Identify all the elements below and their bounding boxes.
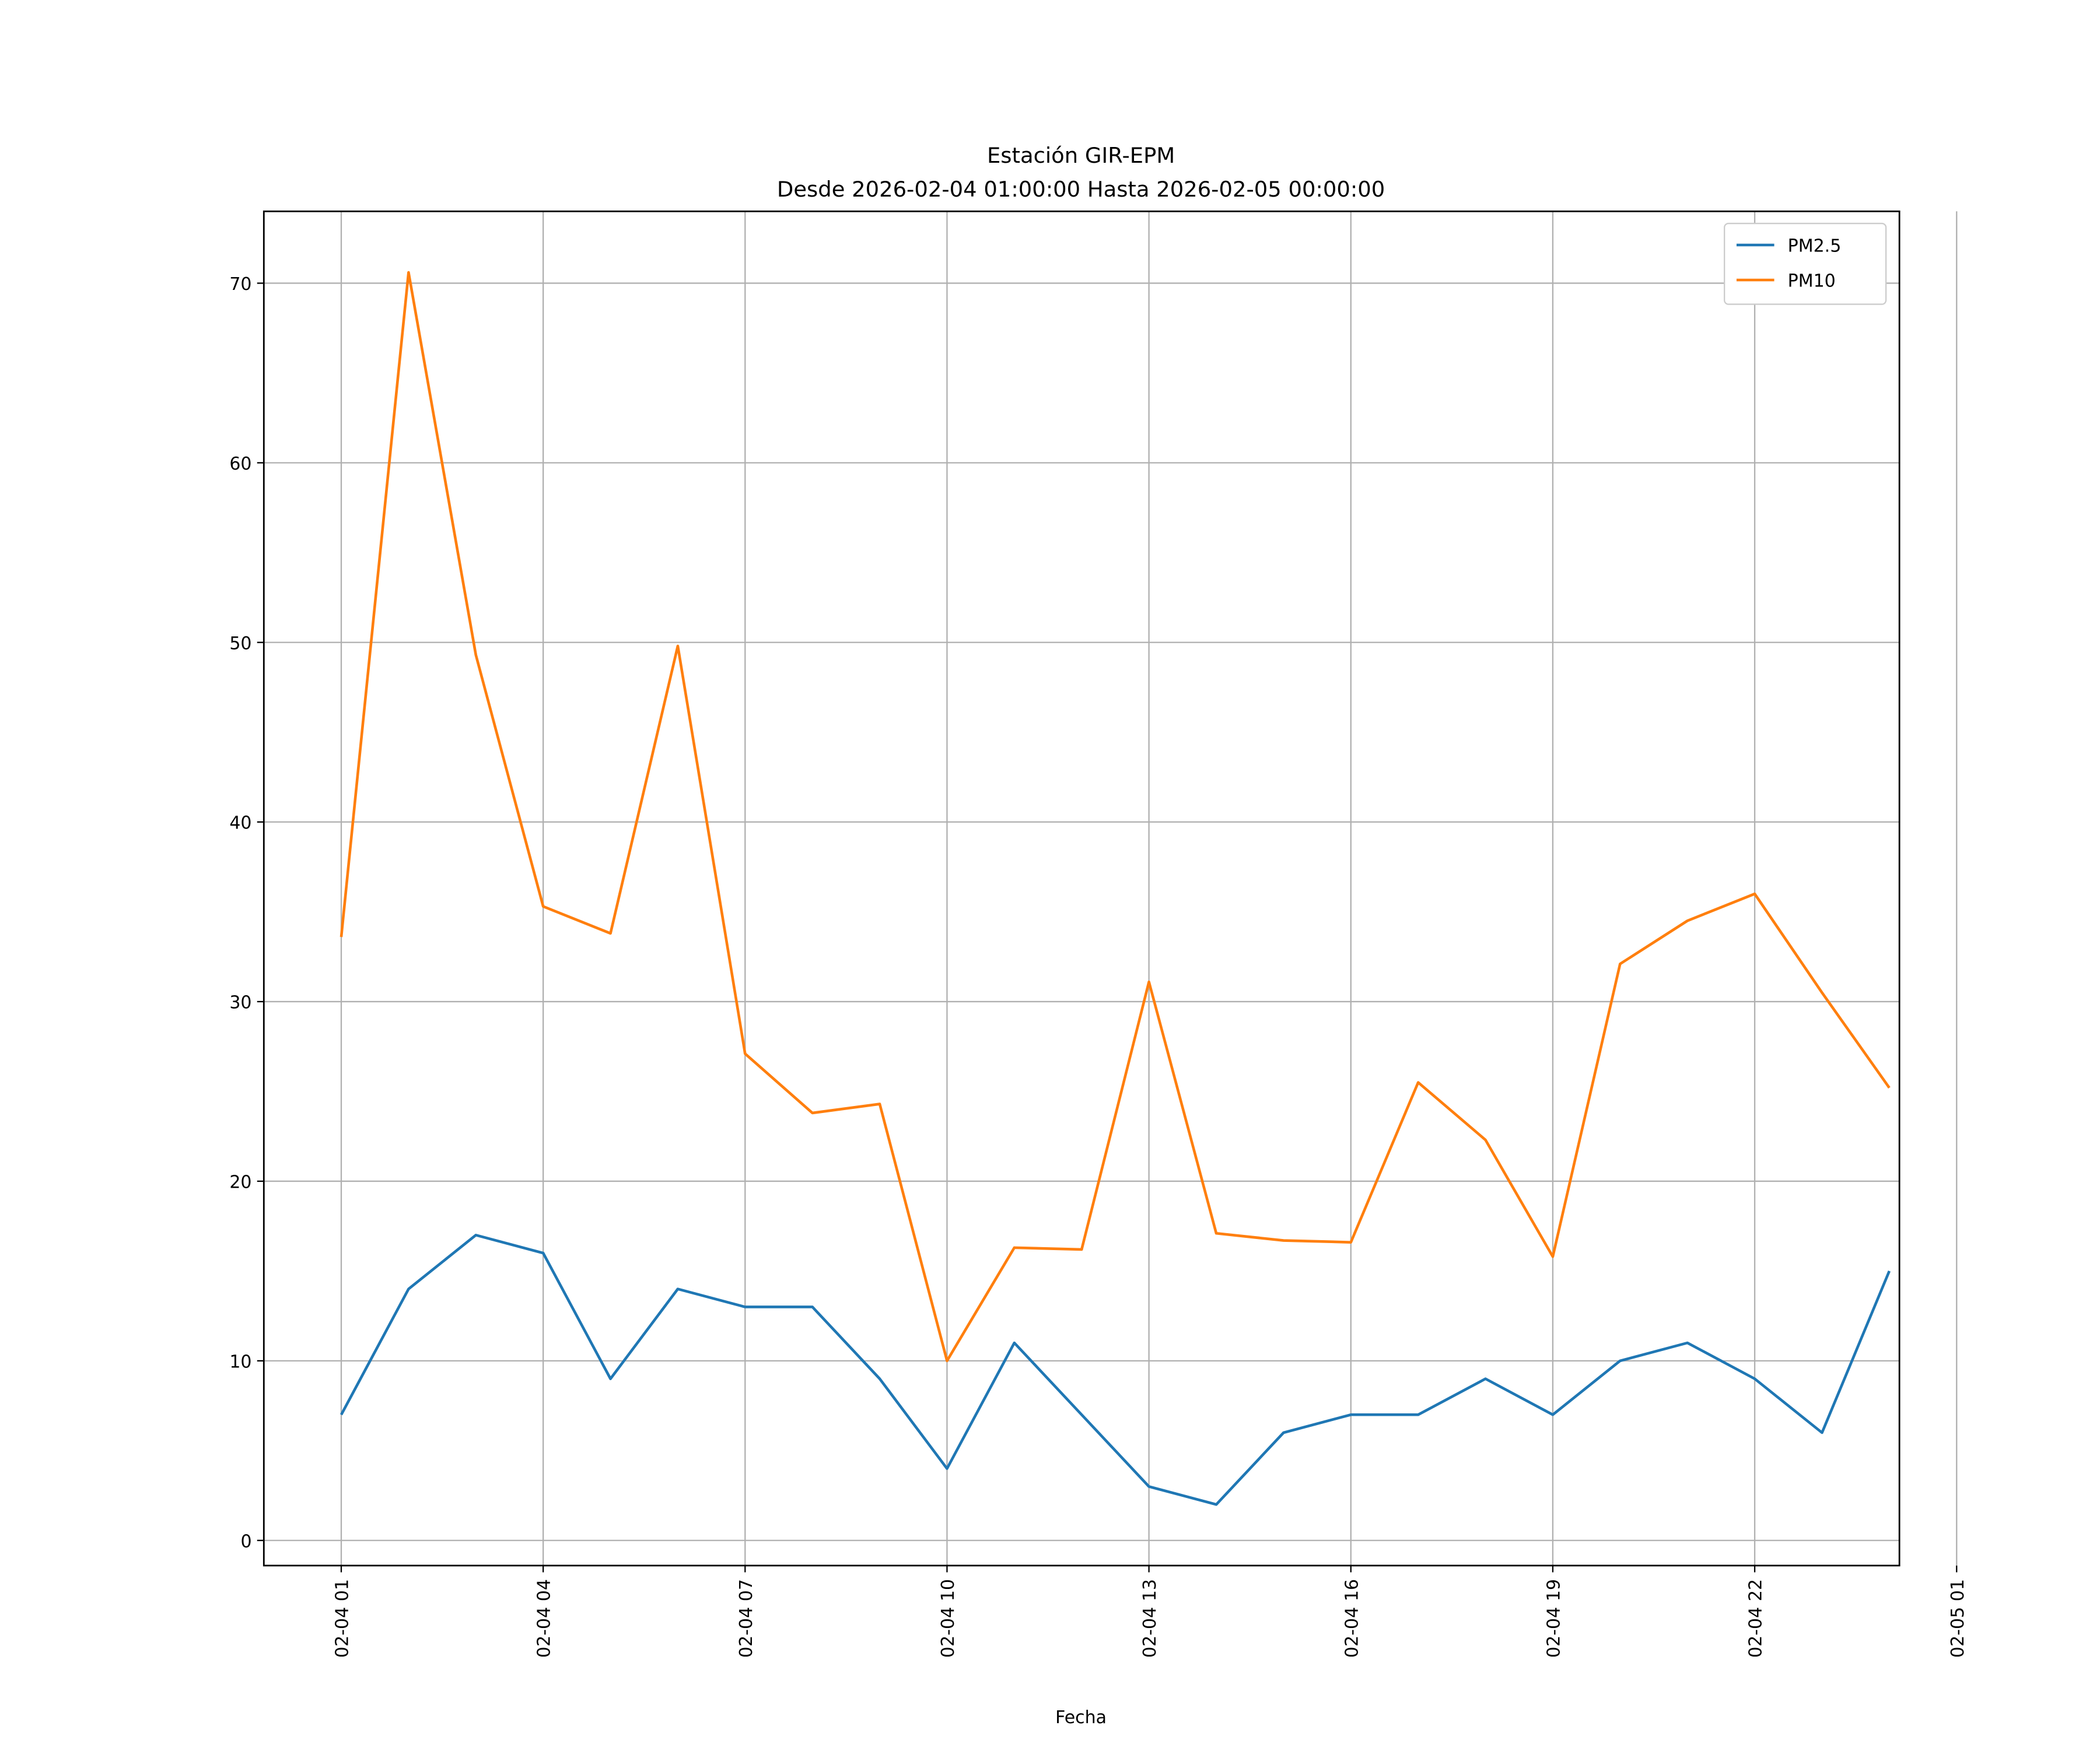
x-tick-label: 02-04 10 <box>938 1579 958 1658</box>
series-line-pm10 <box>340 271 1891 1363</box>
y-tick-label: 10 <box>229 1352 251 1372</box>
legend-label-pm25: PM2.5 <box>1788 236 1842 257</box>
x-tick-label: 02-04 16 <box>1342 1579 1362 1658</box>
x-tick-label: 02-04 19 <box>1544 1579 1564 1658</box>
legend-label-pm10: PM10 <box>1788 271 1836 292</box>
series-group <box>340 271 1891 1506</box>
y-tick-label: 60 <box>229 454 251 474</box>
y-tick-label: 40 <box>229 813 251 834</box>
ticks: 02-04 01 02-04 04 02-04 07 02-04 10 02-04 13… <box>229 274 1968 1658</box>
chart-title: Estación GIR-EPM <box>987 143 1175 168</box>
series-line-pm25 <box>340 1234 1891 1506</box>
chart-subtitle: Desde 2026-02-04 01:00:00 Hasta 2026-02-… <box>777 177 1385 202</box>
x-tick-label: 02-04 04 <box>534 1579 555 1658</box>
y-tick-label: 20 <box>229 1172 251 1192</box>
y-tick-label: 0 <box>240 1531 251 1552</box>
x-axis-label: Fecha <box>1055 1707 1107 1728</box>
axes-frame <box>262 210 1901 1567</box>
x-tick-label: 02-04 22 <box>1746 1579 1766 1658</box>
x-tick-label: 02-04 13 <box>1140 1579 1160 1658</box>
grid <box>264 211 1958 1566</box>
y-tick-label: 70 <box>229 274 251 295</box>
legend: PM2.5 PM10 <box>1723 222 1887 305</box>
x-tick-label: 02-04 01 <box>332 1579 353 1658</box>
y-tick-label: 50 <box>229 634 251 654</box>
x-tick-label: 02-05 01 <box>1948 1579 1968 1658</box>
x-tick-label: 02-04 07 <box>736 1579 757 1658</box>
y-tick-label: 30 <box>229 993 251 1013</box>
